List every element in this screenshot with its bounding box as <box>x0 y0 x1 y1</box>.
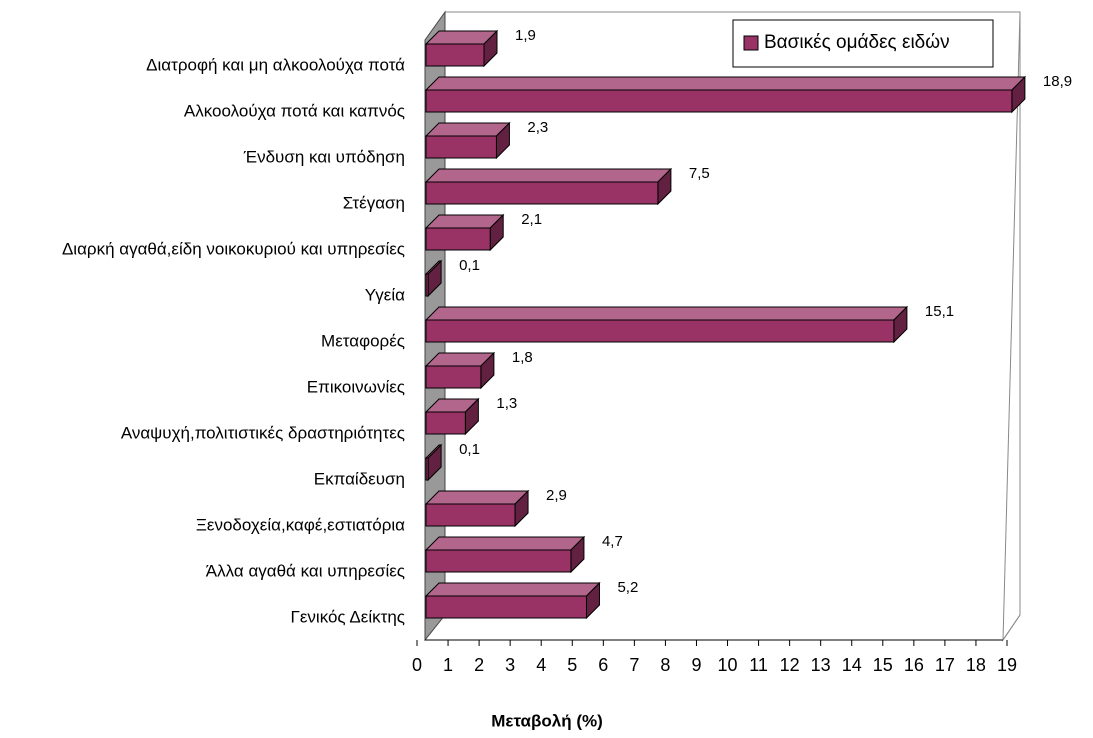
legend-label: Βασικές ομάδες ειδών <box>764 32 950 53</box>
value-label: 1,9 <box>515 27 536 44</box>
y-tick-label: Ξενοδοχεία,καφέ,εστιατόρια <box>196 515 405 534</box>
y-tick-label: Διαρκή αγαθά,είδη νοικοκυριού και υπηρεσ… <box>62 239 405 258</box>
x-tick-label: 9 <box>691 655 701 675</box>
y-tick-label: Μεταφορές <box>321 331 405 350</box>
bar <box>425 227 491 251</box>
x-tick-label: 6 <box>598 655 608 675</box>
value-label: 2,1 <box>521 211 542 228</box>
x-tick-label: 1 <box>443 655 453 675</box>
bar <box>425 457 429 481</box>
x-tick-label: 2 <box>474 655 484 675</box>
value-label: 2,9 <box>546 487 567 504</box>
bar-top <box>424 168 673 183</box>
x-tick-label: 12 <box>780 655 800 675</box>
bar <box>425 411 466 435</box>
value-label: 15,1 <box>925 303 954 320</box>
x-axis-title: Μεταβολή (%) <box>491 711 603 730</box>
x-tick-label: 7 <box>629 655 639 675</box>
value-label: 0,1 <box>459 257 480 274</box>
bar <box>425 135 497 159</box>
value-label: 0,1 <box>459 441 480 458</box>
value-label: 1,3 <box>496 395 517 412</box>
x-tick-label: 10 <box>718 655 738 675</box>
x-tick-label: 11 <box>749 655 768 675</box>
bar <box>425 43 485 67</box>
legend-swatch <box>743 35 759 51</box>
bar <box>425 549 572 573</box>
bar <box>425 319 895 343</box>
x-tick-label: 17 <box>935 655 955 675</box>
bar-top <box>424 536 586 551</box>
bar <box>425 273 429 297</box>
y-tick-label: Άλλα αγαθά και υπηρεσίες <box>206 561 405 580</box>
y-tick-label: Επικοινωνίες <box>307 377 405 396</box>
bar-top <box>424 306 909 321</box>
x-tick-label: 8 <box>660 655 670 675</box>
x-tick-label: 14 <box>842 655 862 675</box>
x-tick-label: 3 <box>505 655 515 675</box>
floor-edge <box>1002 614 1021 641</box>
back-wall <box>445 11 1021 615</box>
y-tick-label: Αλκοολούχα ποτά και καπνός <box>184 101 405 120</box>
x-tick-label: 13 <box>811 655 831 675</box>
y-tick-label: Γενικός Δείκτης <box>290 607 405 626</box>
y-tick-label: Ένδυση και υπόδηση <box>243 147 405 166</box>
y-tick-label: Υγεία <box>365 285 405 304</box>
y-tick-label: Εκπαίδευση <box>314 469 405 488</box>
y-tick-label: Διατροφή και μη αλκοολούχα ποτά <box>146 55 405 74</box>
x-tick-label: 5 <box>567 655 577 675</box>
bar <box>425 181 659 205</box>
bar-top <box>424 76 1027 91</box>
bar <box>425 365 482 389</box>
bar-top <box>424 122 511 137</box>
x-tick-label: 19 <box>997 655 1017 675</box>
bar <box>425 89 1013 113</box>
x-tick-label: 16 <box>904 655 924 675</box>
value-label: 2,3 <box>527 119 548 136</box>
bar-top <box>424 490 530 505</box>
value-label: 18,9 <box>1043 73 1072 90</box>
value-label: 5,2 <box>617 579 638 596</box>
bar-top <box>424 582 601 597</box>
legend-box <box>732 19 994 68</box>
value-label: 7,5 <box>689 165 710 182</box>
y-tick-label: Αναψυχή,πολιτιστικές δραστηριότητες <box>121 423 405 442</box>
bar <box>425 503 516 527</box>
x-tick-label: 15 <box>873 655 893 675</box>
value-label: 1,8 <box>512 349 533 366</box>
x-tick-label: 0 <box>412 655 422 675</box>
value-label: 4,7 <box>602 533 623 550</box>
bar <box>425 595 587 619</box>
x-tick-label: 4 <box>536 655 546 675</box>
y-tick-label: Στέγαση <box>343 193 405 212</box>
x-tick-label: 18 <box>966 655 986 675</box>
